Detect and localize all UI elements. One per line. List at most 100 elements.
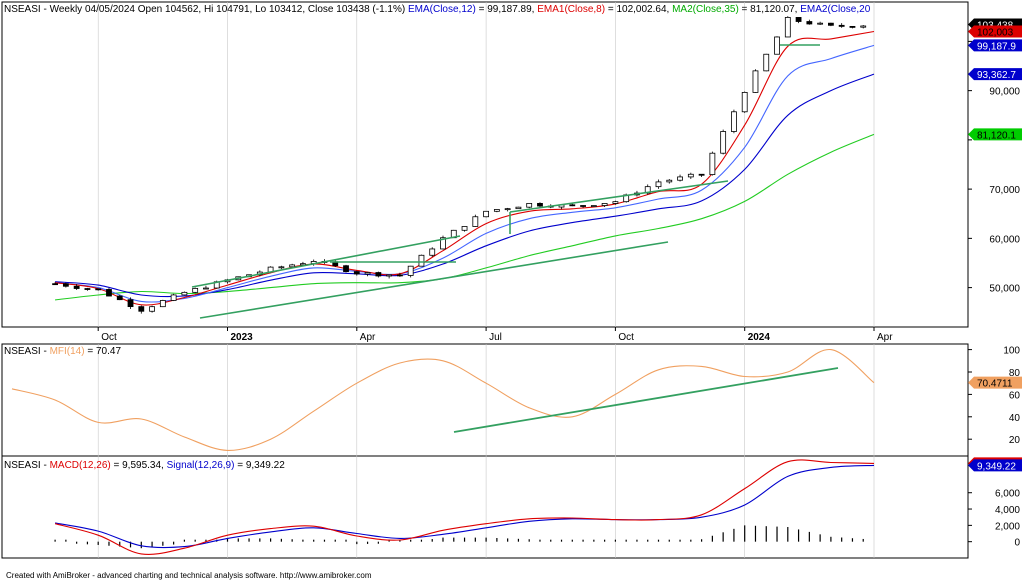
candle-body [159, 300, 166, 308]
macd-header-part-0: NSEASI - [4, 460, 50, 471]
candle-body [343, 265, 349, 273]
candle-body [440, 237, 446, 250]
candle-body [386, 274, 393, 277]
macd-header-part-1: MACD(12,26) [50, 460, 111, 471]
candle-body [429, 248, 436, 256]
price-header-part-3: EMA1(Close,8) [537, 4, 605, 15]
macd-panel-frame [1, 455, 969, 559]
price-panel-frame [1, 1, 969, 328]
candle-body [73, 285, 80, 289]
price-header-part-7: EMA2(Close,20 [800, 4, 870, 15]
candle-body [192, 287, 199, 293]
candle-body [828, 22, 834, 26]
candle-body [138, 306, 145, 312]
x-tick-label: Jul [489, 332, 502, 343]
price-header: NSEASI - Weekly 04/05/2024 Open 104562, … [4, 4, 871, 15]
price-y-tick-label: 50,000 [989, 284, 1020, 295]
macd-header-part-3: Signal(12,26,9) [167, 460, 235, 471]
mfi-y-tick-label: 40 [1009, 413, 1021, 424]
candle-body [95, 288, 102, 291]
candle-body [698, 173, 705, 176]
candle-body [170, 294, 177, 301]
mfi-panel-frame [1, 343, 969, 457]
x-tick-label: 2023 [231, 332, 254, 343]
price-header-part-6: = 81,120.07, [739, 4, 800, 15]
series-ema2-close-20 [55, 73, 875, 298]
candle-body [612, 201, 619, 204]
candle-body [418, 254, 425, 267]
candle-body [763, 53, 770, 72]
candle-body [817, 22, 824, 25]
candle-body [396, 274, 403, 277]
series-ema-close-12- [55, 44, 875, 303]
macd-y-tick-label: 0 [1014, 538, 1020, 549]
candle-body [709, 152, 716, 175]
candle-body [720, 131, 727, 154]
mfi-y-tick-label: 100 [1003, 346, 1020, 357]
macd-value-tag: 9,349.22 [968, 459, 1022, 472]
series-mfi [11, 349, 875, 451]
candle-body [106, 289, 112, 297]
price-value-tag-label: 81,120.1 [977, 130, 1016, 141]
candle-body [203, 287, 209, 290]
price-value-tag: 99,187.9 [968, 39, 1022, 52]
candle-body [655, 181, 662, 188]
price-value-tag: 102,003 [968, 25, 1022, 39]
candle-body [731, 111, 737, 132]
trendline [199, 241, 669, 319]
candle-body [537, 203, 543, 207]
mfi-header-part-1: MFI(14) [50, 346, 85, 357]
series-signal-12-26-9- [54, 464, 875, 549]
macd-header-part-4: = 9,349.22 [234, 460, 285, 471]
x-tick-label: Oct [101, 332, 117, 343]
candle-body [666, 179, 673, 183]
candle-body [784, 17, 791, 38]
candle-body [504, 208, 511, 211]
price-header-part-1: EMA(Close,12) [408, 4, 476, 15]
mfi-value-tag: 70.4711 [968, 376, 1022, 390]
candle-body [483, 210, 490, 218]
mfi-y-tick-label: 20 [1009, 435, 1021, 446]
mfi-trendline [453, 367, 839, 433]
x-tick-label: Apr [360, 332, 376, 343]
mfi-y-tick-label: 60 [1009, 390, 1021, 401]
trendline [191, 235, 461, 288]
candle-body [849, 26, 856, 28]
trendlines [191, 44, 820, 319]
mfi-header: NSEASI - MFI(14) = 70.47 [4, 346, 121, 357]
price-header-part-4: = 102,002.64, [605, 4, 672, 15]
footer-credit: Created with AmiBroker - advanced charti… [6, 571, 372, 580]
candle-body [52, 283, 58, 286]
candle-body [860, 25, 867, 28]
mfi-value-tag-label: 70.4711 [977, 379, 1013, 390]
series-ma2-close-35- [55, 133, 875, 301]
price-header-part-0: NSEASI - Weekly 04/05/2024 Open 104562, … [4, 4, 408, 15]
candle-body [375, 272, 382, 277]
candle-body [515, 206, 522, 210]
candle-body [116, 295, 123, 301]
candle-body [289, 264, 296, 268]
candle-body [838, 24, 845, 27]
candle-body [677, 176, 683, 181]
candle-body [149, 306, 155, 312]
price-header-part-2: = 99,187.89, [476, 4, 537, 15]
candle-body [353, 271, 360, 275]
price-y-tick-label: 70,000 [989, 185, 1020, 196]
candle-body [687, 173, 694, 178]
macd-header: NSEASI - MACD(12,26) = 9,595.34, Signal(… [4, 460, 285, 471]
candle-body [493, 209, 500, 212]
candle-body [300, 263, 306, 266]
candle-body [127, 299, 134, 308]
trendline [509, 180, 729, 213]
price-y-tick-label: 60,000 [989, 234, 1020, 245]
candle-body [461, 226, 468, 231]
candle-body [278, 266, 285, 269]
macd-value-tag-label: 9,349.22 [977, 461, 1016, 472]
candle-body [795, 17, 802, 22]
x-tick-label: 2024 [748, 332, 771, 343]
price-y-tick-label: 90,000 [989, 87, 1020, 98]
candle-body [526, 203, 533, 208]
price-value-tag: 93,362.7 [968, 68, 1022, 81]
macd-histogram [54, 525, 864, 549]
candle-body [472, 216, 479, 227]
